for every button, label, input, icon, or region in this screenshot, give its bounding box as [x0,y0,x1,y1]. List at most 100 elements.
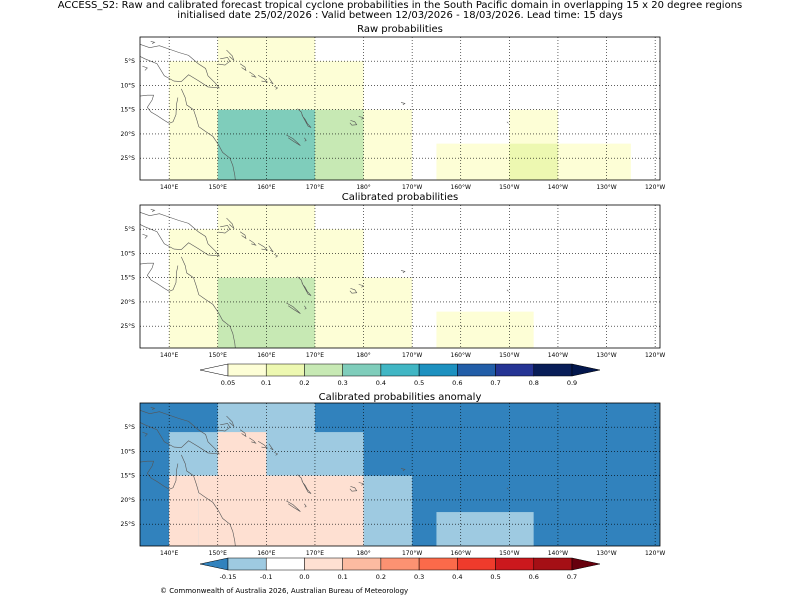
probability-cell [363,475,413,546]
colorbar-tick-label: 0.2 [299,379,309,387]
lon-tick-label: 140°W [548,352,568,359]
colorbar-tick-label: 0.1 [261,379,271,387]
coastline [273,254,279,258]
coastline [249,71,257,78]
coastline [297,276,312,296]
probability-cell [509,143,558,180]
lat-tick-label: 20°S [121,299,136,306]
coastline [358,116,364,120]
coastline [249,239,257,246]
colorbar-tick-label: 0.8 [529,379,539,387]
coastline [142,431,148,437]
colorbar-tick-label: -0.1 [260,573,273,581]
lon-tick-label: 170°E [306,184,324,191]
coastline [273,86,279,90]
colorbar-segment [342,363,382,377]
lon-tick-label: 170°W [402,352,422,359]
map-frame [139,402,661,547]
probability-cell [217,109,315,180]
coastline [140,212,220,257]
colorbar-tick-label: 0.3 [414,573,424,581]
anomaly-colorbar: -0.15 -0.1 0.0 0.1 0.2 0.3 0.4 0.5 0.6 0.7 [199,557,601,581]
lon-tick-label: 160°W [451,550,471,557]
coastline [142,233,148,239]
colorbar-tick-label: -0.15 [220,573,237,581]
map-frame [139,204,661,349]
lon-tick-label: 180° [356,184,370,191]
coastline [226,415,235,428]
coastline [506,289,509,292]
colorbar-segment [342,557,382,571]
lon-tick-label: 160°W [451,352,471,359]
panel-title-calibrated: Calibrated probabilities [341,192,459,203]
colorbar-segment [265,363,305,377]
map-frame [139,36,661,181]
coastline [268,443,274,451]
coastline [140,460,179,490]
coastline [286,500,301,512]
lat-tick-label: 20°S [121,131,136,138]
lon-tick-label: 120°W [645,352,665,359]
coastline [304,305,307,310]
lon-tick-label: 140°E [160,550,178,557]
coastline [349,288,358,294]
colorbar-tick-label: 0.05 [221,379,235,387]
coastline [304,503,307,508]
lon-tick-label: 160°E [257,184,275,191]
colorbar-segment [495,363,535,377]
coastline [297,474,312,494]
coastline [268,77,274,85]
colorbar-segment [227,363,267,377]
coastline [239,231,247,240]
probability-cell [217,432,267,476]
lon-tick-label: 170°E [306,352,324,359]
lat-tick-label: 15°S [121,107,136,114]
lon-tick-label: 130°W [596,184,616,191]
probability-cell [217,277,315,348]
lon-tick-label: 170°W [402,550,422,557]
coastline [358,482,364,486]
coastline [140,262,179,292]
lat-tick-label: 25°S [121,521,136,528]
coastline [506,487,509,490]
lat-tick-label: 5°S [124,424,135,431]
coastline [273,452,279,456]
lon-tick-label: 150°W [499,550,519,557]
coastline [297,108,312,128]
map-plot-area [140,37,660,180]
colorbar-segment [304,363,343,377]
colorbar-tick-label: 0.6 [452,379,462,387]
coastline [226,49,235,62]
lon-tick-label: 120°W [645,550,665,557]
colorbar-tick-label: 0.5 [490,573,500,581]
map-panel-2: 140°E 150°E 160°E 170°E 180° 170°W 160°W 150°W 1… [121,402,665,557]
lat-tick-label: 5°S [124,58,135,65]
lat-tick-label: 15°S [121,275,136,282]
map-plot-area [140,205,660,348]
colorbar-segment [418,363,458,377]
coastline [257,441,269,449]
colorbar-segment [533,363,573,377]
coastline [150,209,156,213]
lat-tick-label: 25°S [121,155,136,162]
lat-tick-label: 10°S [121,250,136,257]
lat-tick-label: 25°S [121,323,136,330]
lat-tick-label: 10°S [121,448,136,455]
lon-tick-label: 150°E [209,550,227,557]
coastline [150,41,156,45]
coastline [226,217,235,230]
lat-tick-label: 20°S [121,497,136,504]
lon-tick-label: 120°W [645,184,665,191]
colorbar-tick-label: 0.0 [299,573,309,581]
coastline [150,407,156,411]
probability-cell [436,512,534,546]
probability-cell [217,475,315,546]
coastline [506,121,509,124]
colorbar-tick-label: 0.2 [376,573,386,581]
lon-tick-label: 130°W [596,352,616,359]
coastline [349,486,358,492]
lon-tick-label: 160°E [257,352,275,359]
map-panel-1: 140°E 150°E 160°E 170°E 180° 170°W 160°W 150°W 1… [121,204,665,359]
coastline [218,57,231,66]
